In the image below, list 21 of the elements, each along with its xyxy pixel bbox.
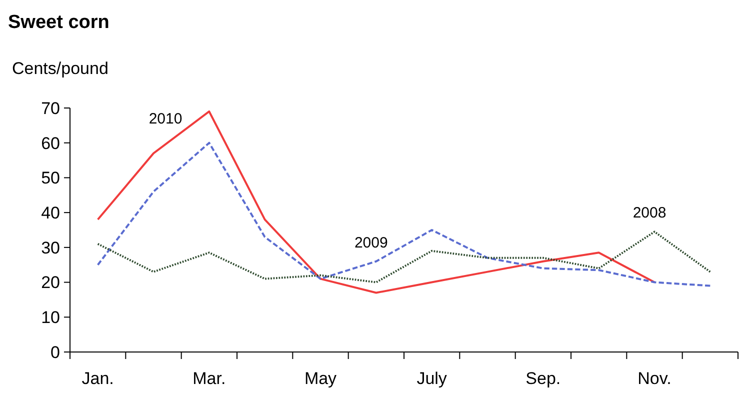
series-label: 2008	[632, 204, 666, 222]
x-tick-label: July	[416, 369, 448, 388]
x-tick-label: Jan.	[82, 369, 114, 388]
y-tick-label: 50	[41, 168, 60, 188]
x-tick-label: May	[304, 369, 338, 388]
y-tick-label: 40	[41, 204, 60, 223]
y-tick-label: 10	[41, 308, 60, 328]
chart-title: Sweet corn	[8, 12, 110, 33]
y-tick-label: 60	[41, 134, 60, 153]
y-tick-label: 30	[41, 238, 60, 258]
series-label: 2010	[148, 110, 182, 128]
y-axis-title: Cents/pound	[12, 59, 108, 78]
y-tick-label: 20	[41, 273, 60, 292]
line-series	[96, 230, 712, 284]
y-tick-label: 0	[50, 342, 60, 362]
x-tick-label: Nov.	[638, 369, 672, 388]
y-tick-label: 70	[41, 98, 60, 118]
x-tick-label: Mar.	[192, 369, 226, 388]
line-series	[96, 142, 712, 287]
series-label: 2009	[354, 234, 388, 252]
x-tick-label: Sep.	[526, 369, 561, 388]
